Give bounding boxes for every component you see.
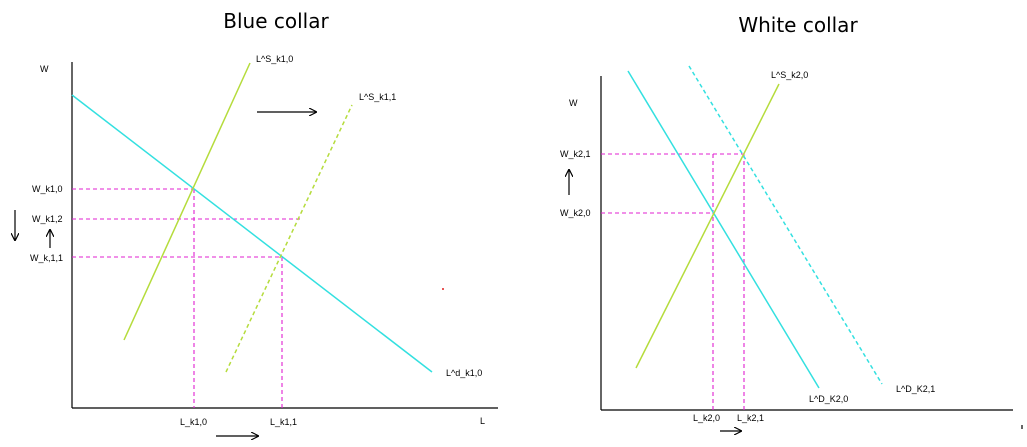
label-w-k2-0: W_k2,0 bbox=[560, 208, 591, 218]
label-supply-k1-1: L^S_k1,1 bbox=[359, 92, 396, 102]
label-w-k1-1: W_k,1,1 bbox=[30, 253, 63, 263]
white-collar-title: White collar bbox=[738, 13, 858, 37]
stray-dot bbox=[442, 288, 444, 290]
label-w-k1-2: W_k1,2 bbox=[32, 214, 63, 224]
label-l-k1-1: L_k1,1 bbox=[270, 417, 297, 427]
right-w-axis-label: W bbox=[569, 98, 578, 108]
label-l-k2-0: L_k2,0 bbox=[693, 413, 720, 423]
label-l-k2-1: L_k2,1 bbox=[737, 413, 764, 423]
blue-collar-title: Blue collar bbox=[223, 9, 329, 33]
demand-curve-k1 bbox=[71, 94, 433, 373]
label-supply-k1-0: L^S_k1,0 bbox=[256, 54, 293, 64]
left-w-axis-label: W bbox=[40, 64, 49, 74]
blue-collar-panel: Blue collar W L L^S_k1,0 L^S_k1,1 L^d_k1… bbox=[15, 9, 498, 436]
label-w-k1-0: W_k1,0 bbox=[32, 184, 63, 194]
supply-curve-k1-1 bbox=[225, 104, 353, 373]
label-w-k2-1: W_k2,1 bbox=[560, 149, 591, 159]
label-l-k1-0: L_k1,0 bbox=[180, 417, 207, 427]
demand-curve-k2-0 bbox=[627, 70, 820, 389]
label-demand-k2-0: L^D_K2,0 bbox=[809, 394, 848, 404]
demand-curve-k2-1 bbox=[688, 65, 883, 385]
left-l-axis-label: L bbox=[480, 416, 485, 426]
label-demand-k2-1: L^D_K2,1 bbox=[896, 384, 935, 394]
supply-curve-k2-0 bbox=[635, 83, 780, 369]
supply-curve-k1-0 bbox=[123, 62, 251, 341]
label-demand-k1: L^d_k1,0 bbox=[446, 368, 482, 378]
white-collar-panel: White collar W L^S_k2,0 L^D_K2,0 L^D_K2,… bbox=[560, 13, 1023, 431]
label-supply-k2: L^S_k2,0 bbox=[771, 70, 808, 80]
